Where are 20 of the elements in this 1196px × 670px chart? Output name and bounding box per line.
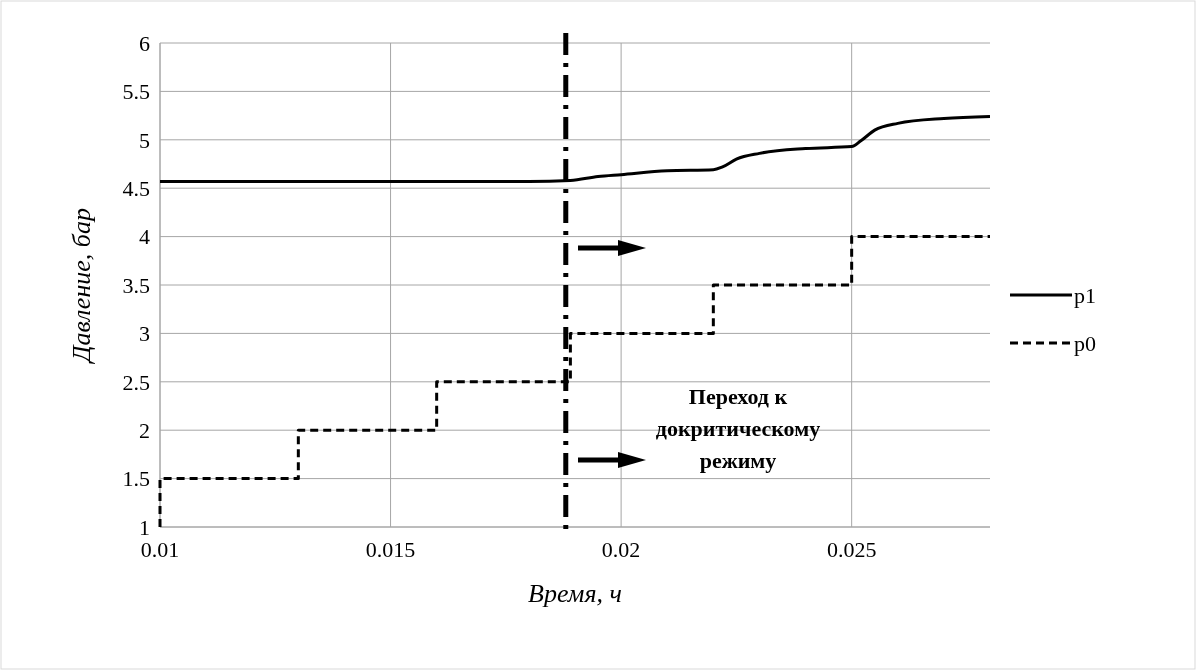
x-tick-label: 0.015 <box>365 537 416 562</box>
legend-label: p0 <box>1074 330 1096 356</box>
y-tick-label: 1.5 <box>122 466 150 492</box>
x-tick-label: 0.01 <box>140 537 180 562</box>
annotation: Переход к докритическому режиму <box>655 384 821 473</box>
y-tick-label: 2.5 <box>122 369 150 395</box>
y-tick-label: 2 <box>139 417 150 443</box>
y-tick-label: 4 <box>139 224 150 250</box>
y-axis-title: Давление, бар <box>67 208 96 365</box>
y-tick-label: 6 <box>139 30 150 56</box>
y-tick-label: 3 <box>139 321 150 347</box>
y-tick-label: 4.5 <box>122 175 150 201</box>
x-tick-label: 0.02 <box>601 537 641 562</box>
y-tick-label: 3.5 <box>122 272 150 298</box>
y-tick-label: 1 <box>139 514 150 540</box>
y-tick-label: 5.5 <box>122 79 150 105</box>
x-tick-label: 0.025 <box>826 537 877 562</box>
y-tick-label: 5 <box>139 127 150 153</box>
legend-label: p1 <box>1074 282 1096 308</box>
x-axis-title: Время, ч <box>528 579 622 608</box>
